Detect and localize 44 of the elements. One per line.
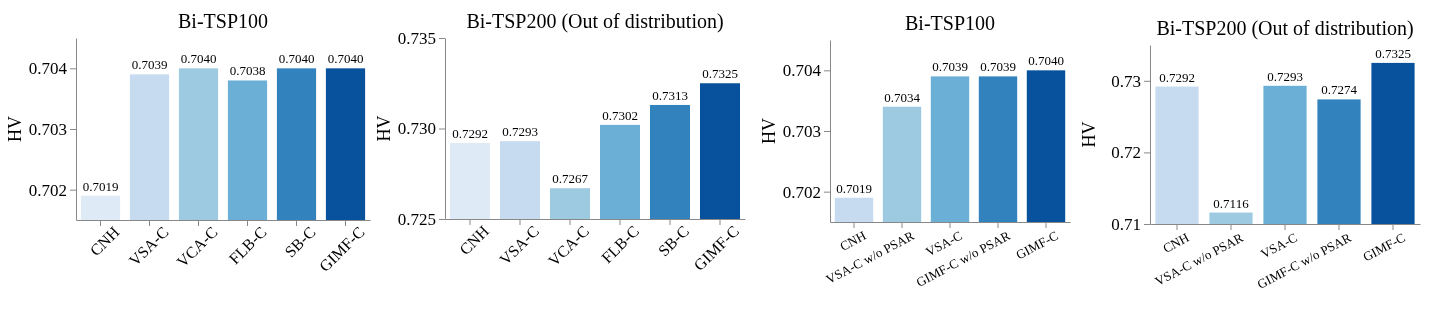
data-label: 0.7293 <box>502 124 538 140</box>
y-tick-label: 0.702 <box>28 180 67 200</box>
data-label: 0.7039 <box>131 57 168 73</box>
y-axis-title: HV <box>1079 121 1099 148</box>
data-label: 0.7040 <box>278 51 315 67</box>
data-label: 0.7019 <box>82 178 119 194</box>
y-tick-label: 0.704 <box>28 59 68 79</box>
data-label: 0.7034 <box>884 89 921 105</box>
data-label: 0.7038 <box>229 63 266 79</box>
data-label: 0.7325 <box>702 66 738 82</box>
data-label: 0.7039 <box>932 59 968 75</box>
chart-title: Bi-TSP100 <box>904 12 996 34</box>
data-label: 0.7116 <box>1213 195 1250 211</box>
y-axis-title: HV <box>759 118 779 144</box>
data-label: 0.7019 <box>836 180 872 196</box>
y-axis-title: HV <box>374 115 394 142</box>
data-label: 0.7040 <box>1028 53 1064 69</box>
data-label: 0.7293 <box>1267 68 1303 84</box>
x-tick-label: CNH <box>1160 229 1192 256</box>
y-tick-label: 0.702 <box>782 182 821 202</box>
y-tick-label: 0.704 <box>782 61 822 81</box>
data-label: 0.7302 <box>602 107 638 123</box>
y-tick-label: 0.703 <box>28 119 67 139</box>
y-axis-title: HV <box>5 116 25 142</box>
data-label: 0.7313 <box>652 87 688 103</box>
data-label: 0.7325 <box>1375 45 1411 61</box>
data-label: 0.7292 <box>1159 69 1195 85</box>
y-tick-label: 0.703 <box>782 121 821 141</box>
y-tick-label: 0.73 <box>1111 71 1141 91</box>
y-tick-label: 0.730 <box>397 119 436 139</box>
chart-title: Bi-TSP200 (Out of distribution) <box>466 10 724 33</box>
x-tick-label: CNH <box>837 227 869 254</box>
y-tick-label: 0.725 <box>397 209 436 229</box>
data-label: 0.7267 <box>552 171 589 187</box>
y-tick-label: 0.71 <box>1111 214 1141 234</box>
data-label: 0.7039 <box>980 59 1016 75</box>
data-label: 0.7040 <box>327 51 364 67</box>
chart-title: Bi-TSP200 (Out of distribution) <box>1156 17 1414 40</box>
chart-title: Bi-TSP100 <box>177 10 269 32</box>
y-tick-label: 0.735 <box>397 28 436 48</box>
data-label: 0.7274 <box>1321 82 1358 98</box>
data-label: 0.7040 <box>180 51 217 67</box>
y-tick-label: 0.72 <box>1111 143 1141 163</box>
data-label: 0.7292 <box>452 125 488 141</box>
